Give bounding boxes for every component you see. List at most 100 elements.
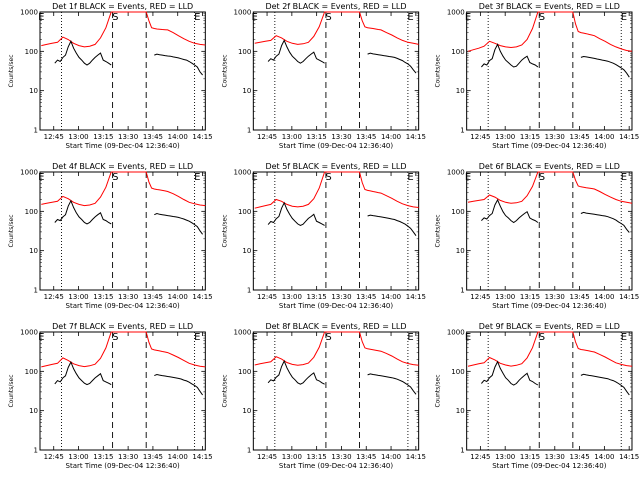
chart-9-marker: E — [465, 332, 471, 343]
chart-7-xtick-label: 13:30 — [118, 453, 138, 461]
chart-2-xtick-label: 13:15 — [307, 133, 327, 141]
chart-2-series-red-1 — [254, 11, 419, 45]
chart-8-ytick-label: 100 — [238, 368, 251, 376]
chart-2-xtick-label: 13:30 — [331, 133, 351, 141]
chart-6-marker: E — [621, 172, 627, 183]
chart-4-series-black-3 — [154, 212, 204, 235]
chart-5-ytick-label: 100 — [238, 208, 251, 216]
chart-1-marker: E — [194, 12, 200, 23]
chart-3-xtick-label: 14:15 — [619, 133, 639, 141]
chart-9-marker: S — [539, 332, 545, 343]
chart-1-xtick-label: 13:00 — [68, 133, 88, 141]
chart-7-ytick-label: 1000 — [20, 329, 38, 337]
chart-9-ytick-label: 100 — [451, 368, 464, 376]
chart-9-xtick-label: 14:00 — [594, 453, 614, 461]
chart-2-xtick-label: 13:45 — [356, 133, 376, 141]
chart-6-ytick-label: 1 — [460, 287, 464, 295]
chart-4-marker: S — [112, 172, 118, 183]
chart-7-xtick-label: 13:45 — [143, 453, 163, 461]
chart-2-marker: E — [407, 12, 413, 23]
chart-3-marker: S — [539, 12, 545, 23]
chart-3-ytick-label: 10 — [456, 87, 465, 95]
chart-9-ylabel: Counts/sec — [435, 374, 442, 407]
chart-3-ytick-label: 1000 — [447, 9, 465, 17]
chart-9-series-black-3 — [580, 373, 630, 396]
chart-3-ylabel: Counts/sec — [435, 54, 442, 87]
chart-5-xtick-label: 13:45 — [356, 293, 376, 301]
chart-6-series-red-1 — [467, 171, 633, 204]
chart-5-marker: E — [407, 172, 413, 183]
chart-5-marker: E — [252, 172, 258, 183]
chart-1-ytick-label: 10 — [29, 87, 38, 95]
chart-5-title: Det 5f BLACK = Events, RED = LLD — [265, 162, 406, 171]
chart-7-title: Det 7f BLACK = Events, RED = LLD — [52, 322, 193, 331]
chart-4-xtick-label: 13:30 — [118, 293, 138, 301]
chart-9-xlabel: Start Time (09-Dec-04 12:36:40) — [492, 462, 606, 470]
chart-7-series-black-3 — [154, 373, 204, 396]
chart-4-title: Det 4f BLACK = Events, RED = LLD — [52, 162, 193, 171]
chart-4-xtick-label: 14:15 — [192, 293, 212, 301]
chart-6-ytick-label: 10 — [456, 247, 465, 255]
chart-2-xtick-label: 12:45 — [257, 133, 277, 141]
chart-8-ylabel: Counts/sec — [221, 374, 228, 407]
chart-9-ytick-label: 1 — [460, 447, 464, 455]
chart-9-series-red-1 — [467, 331, 633, 367]
chart-3-marker: E — [621, 12, 627, 23]
chart-5-ytick-label: 10 — [242, 247, 251, 255]
chart-5-xlabel: Start Time (09-Dec-04 12:36:40) — [279, 302, 393, 310]
chart-4-series-black-2 — [54, 199, 112, 225]
chart-2-ytick-label: 100 — [238, 48, 251, 56]
chart-3-plot-frame — [466, 11, 633, 131]
chart-2-xtick-label: 14:15 — [406, 133, 426, 141]
chart-8-marker: E — [407, 332, 413, 343]
chart-2-ytick-label: 1000 — [234, 9, 252, 17]
chart-1-ytick-label: 1000 — [20, 9, 38, 17]
chart-7-xlabel: Start Time (09-Dec-04 12:36:40) — [66, 462, 180, 470]
chart-3-xtick-label: 13:00 — [495, 133, 515, 141]
chart-1-marker: E — [38, 12, 44, 23]
chart-4-plot-frame — [39, 171, 206, 291]
chart-9-ytick-label: 1000 — [447, 329, 465, 337]
chart-8-xtick-label: 13:45 — [356, 453, 376, 461]
chart-1-title: Det 1f BLACK = Events, RED = LLD — [52, 2, 193, 11]
chart-9-ytick-label: 10 — [456, 407, 465, 415]
chart-9-xtick-label: 13:00 — [495, 453, 515, 461]
chart-5-ytick-label: 1 — [247, 287, 251, 295]
chart-2-series-black-3 — [367, 52, 417, 74]
chart-9-xtick-label: 13:45 — [569, 453, 589, 461]
chart-2-marker: S — [325, 12, 331, 23]
chart-1-xtick-label: 13:15 — [93, 133, 113, 141]
chart-7-marker: S — [112, 332, 118, 343]
chart-9-plot-frame — [466, 331, 633, 451]
chart-7-ytick-label: 10 — [29, 407, 38, 415]
chart-3-xtick-label: 13:15 — [520, 133, 540, 141]
chart-4-marker: E — [194, 172, 200, 183]
chart-4-xtick-label: 14:00 — [168, 293, 188, 301]
chart-8-plot-frame — [252, 331, 420, 451]
chart-1-xtick-label: 13:30 — [118, 133, 138, 141]
chart-7-plot-frame — [39, 331, 206, 451]
chart-5-xtick-label: 13:15 — [307, 293, 327, 301]
chart-1-xtick-label: 13:45 — [143, 133, 163, 141]
chart-1-xlabel: Start Time (09-Dec-04 12:36:40) — [66, 142, 180, 150]
chart-3-series-black-3 — [580, 55, 630, 78]
chart-6-series-black-2 — [481, 198, 539, 224]
chart-7-xtick-label: 12:45 — [44, 453, 64, 461]
chart-6-xtick-label: 12:45 — [470, 293, 490, 301]
chart-3-xlabel: Start Time (09-Dec-04 12:36:40) — [492, 142, 606, 150]
chart-9-marker: E — [621, 332, 627, 343]
chart-3-xtick-label: 13:45 — [569, 133, 589, 141]
chart-6-ylabel: Counts/sec — [435, 214, 442, 247]
chart-1-series-black-2 — [54, 40, 112, 66]
chart-7-ytick-label: 1 — [34, 447, 38, 455]
chart-7-ylabel: Counts/sec — [8, 374, 15, 407]
chart-1-series-red-1 — [41, 11, 206, 48]
chart-1-xtick-label: 14:00 — [168, 133, 188, 141]
chart-7-xtick-label: 13:15 — [93, 453, 113, 461]
chart-6-xtick-label: 14:15 — [619, 293, 639, 301]
chart-6-xtick-label: 13:00 — [495, 293, 515, 301]
chart-4-ytick-label: 1 — [34, 287, 38, 295]
chart-6-xlabel: Start Time (09-Dec-04 12:36:40) — [492, 302, 606, 310]
chart-6-series-black-3 — [580, 211, 630, 233]
